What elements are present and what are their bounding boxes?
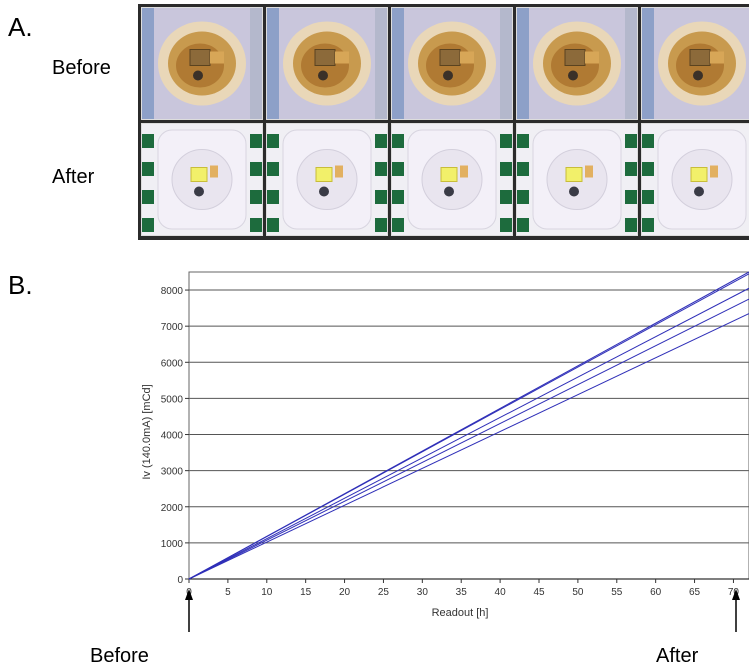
series-line-5: [188, 313, 749, 580]
y-tick-label: 2000: [161, 503, 184, 514]
led-photo-before-3: [391, 7, 513, 120]
x-tick-label: 35: [456, 587, 468, 598]
x-tick-label: 65: [689, 587, 701, 598]
x-tick-label: 15: [300, 587, 312, 598]
y-tick-label: 3000: [161, 467, 184, 478]
panel-b-label: B.: [8, 270, 33, 300]
panel-a-label: A.: [8, 12, 33, 42]
x-tick-label: 10: [261, 587, 273, 598]
x-tick-label: 40: [495, 587, 507, 598]
x-tick-label: 70: [728, 587, 740, 598]
y-axis-label: Iv (140.0mA) [mCd]: [141, 384, 153, 479]
luminous-intensity-chart: 0 1000 2000 3000 4000 5000 6000 7000 8000 0 5 10 15…: [141, 271, 749, 632]
before-arrow-head: [185, 589, 193, 600]
x-tick-label: 30: [417, 587, 429, 598]
led-photo-after-1: [141, 123, 263, 236]
before-arrow-label: Before: [90, 645, 149, 667]
x-axis-label: Readout [h]: [432, 607, 489, 619]
x-tick-label: 55: [611, 587, 623, 598]
led-photo-after-2: [266, 123, 388, 236]
row-label-after: After: [52, 166, 95, 188]
led-photo-grid: [138, 4, 749, 240]
led-photo-after-5: [641, 123, 749, 236]
chart-axes: [185, 271, 749, 583]
y-tick-label: 6000: [161, 358, 184, 369]
series-line-3: [188, 287, 749, 580]
x-tick-label: 20: [339, 587, 351, 598]
y-tick-label: 0: [177, 575, 183, 586]
y-tick-labels: 0 1000 2000 3000 4000 5000 6000 7000 8000: [161, 286, 184, 586]
series-line-4: [188, 298, 749, 580]
x-tick-label: 5: [225, 587, 231, 598]
row-label-before: Before: [52, 57, 111, 79]
y-tick-label: 7000: [161, 322, 184, 333]
x-tick-label: 45: [533, 587, 545, 598]
chart-series: [188, 271, 749, 580]
y-tick-label: 4000: [161, 431, 184, 442]
y-tick-label: 5000: [161, 394, 184, 405]
after-arrow-head: [732, 589, 740, 600]
after-arrow-label: After: [656, 645, 699, 667]
led-photo-before-5: [641, 7, 749, 120]
series-line-2: [188, 273, 749, 580]
x-tick-label: 25: [378, 587, 390, 598]
y-tick-label: 8000: [161, 286, 184, 297]
y-tick-label: 1000: [161, 539, 184, 550]
led-photo-after-3: [391, 123, 513, 236]
led-photo-after-4: [516, 123, 638, 236]
chart-gridlines: [189, 289, 749, 544]
led-photo-before-2: [266, 7, 388, 120]
led-photo-before-4: [516, 7, 638, 120]
led-photo-before-1: [141, 7, 263, 120]
x-tick-label: 60: [650, 587, 662, 598]
x-tick-label: 50: [572, 587, 584, 598]
